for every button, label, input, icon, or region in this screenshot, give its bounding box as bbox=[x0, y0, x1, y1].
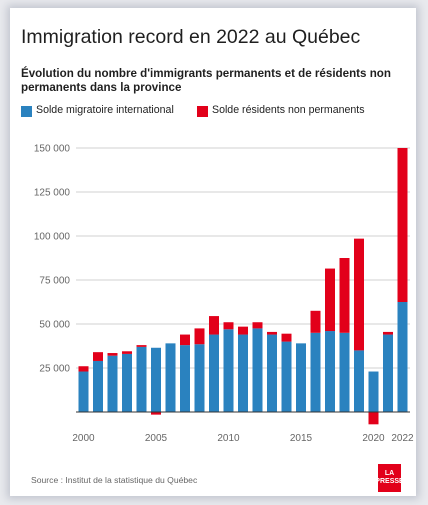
bar-non-permanents bbox=[194, 328, 205, 345]
bar-international bbox=[93, 360, 103, 412]
bar-non-permanents bbox=[78, 366, 89, 372]
bar-international bbox=[180, 345, 190, 412]
bar-international bbox=[107, 355, 118, 412]
bar-non-permanents bbox=[209, 316, 219, 335]
x-tick-label: 2005 bbox=[145, 433, 168, 444]
bar-non-permanents bbox=[180, 334, 190, 346]
y-tick-label: 150 000 bbox=[34, 144, 71, 155]
bar-international bbox=[325, 331, 335, 412]
x-tick-label: 2020 bbox=[362, 433, 385, 444]
bar-international bbox=[296, 343, 306, 412]
logo-line-1: LA bbox=[384, 470, 395, 477]
bar-international bbox=[136, 346, 147, 412]
bar-international bbox=[281, 341, 292, 412]
bar-international bbox=[78, 371, 89, 412]
bar-international bbox=[397, 302, 408, 412]
chart-card bbox=[10, 8, 416, 496]
bar-international bbox=[383, 334, 393, 412]
x-tick-label: 2000 bbox=[72, 433, 95, 444]
chart-subtitle: Évolution du nombre d'immigrants permane… bbox=[21, 67, 391, 94]
bar-non-permanents bbox=[368, 412, 379, 425]
bar-non-permanents bbox=[223, 322, 234, 330]
bar-international bbox=[151, 347, 161, 412]
y-tick-label: 75 000 bbox=[39, 276, 70, 287]
chart-title: Immigration record en 2022 au Québec bbox=[21, 26, 361, 48]
bar-international bbox=[194, 344, 205, 412]
legend-label-international: Solde migratoire international bbox=[36, 104, 174, 116]
legend-swatch-international bbox=[21, 106, 32, 117]
bar-international bbox=[165, 343, 176, 412]
la-presse-logo: LA PRESSE bbox=[375, 464, 404, 492]
bar-non-permanents bbox=[136, 345, 147, 347]
bar-international bbox=[310, 332, 321, 412]
bar-non-permanents bbox=[252, 322, 263, 329]
bar-international bbox=[209, 334, 219, 412]
bar-non-permanents bbox=[151, 412, 161, 415]
bar-non-permanents bbox=[397, 148, 408, 302]
bar-non-permanents bbox=[354, 238, 364, 351]
bar-non-permanents bbox=[383, 331, 393, 335]
bar-non-permanents bbox=[310, 310, 321, 333]
logo-line-2: PRESSE bbox=[375, 478, 404, 485]
bar-international bbox=[368, 371, 379, 412]
y-tick-label: 25 000 bbox=[39, 364, 70, 375]
legend-label-non-permanents: Solde résidents non permanents bbox=[212, 104, 365, 116]
x-tick-label: 2022 bbox=[391, 433, 414, 444]
bar-non-permanents bbox=[267, 331, 277, 335]
bar-non-permanents bbox=[281, 333, 292, 342]
y-tick-label: 100 000 bbox=[34, 232, 71, 243]
bar-international bbox=[238, 334, 248, 412]
bar-non-permanents bbox=[339, 258, 350, 333]
bar-international bbox=[252, 328, 263, 412]
source-note: Source : Institut de la statistique du Q… bbox=[31, 475, 198, 485]
bar-international bbox=[267, 334, 277, 412]
bar-non-permanents bbox=[325, 268, 335, 332]
x-tick-label: 2015 bbox=[290, 433, 313, 444]
bar-international bbox=[354, 350, 364, 412]
bar-non-permanents bbox=[122, 351, 132, 354]
y-tick-label: 50 000 bbox=[39, 320, 70, 331]
y-tick-label: 125 000 bbox=[34, 188, 71, 199]
bar-international bbox=[339, 332, 350, 412]
bar-non-permanents bbox=[238, 326, 248, 335]
bar-international bbox=[223, 329, 234, 412]
bar-non-permanents bbox=[107, 353, 118, 356]
legend-swatch-non-permanents bbox=[197, 106, 208, 117]
bar-international bbox=[122, 353, 132, 412]
x-tick-label: 2010 bbox=[217, 433, 240, 444]
bar-non-permanents bbox=[93, 352, 103, 361]
